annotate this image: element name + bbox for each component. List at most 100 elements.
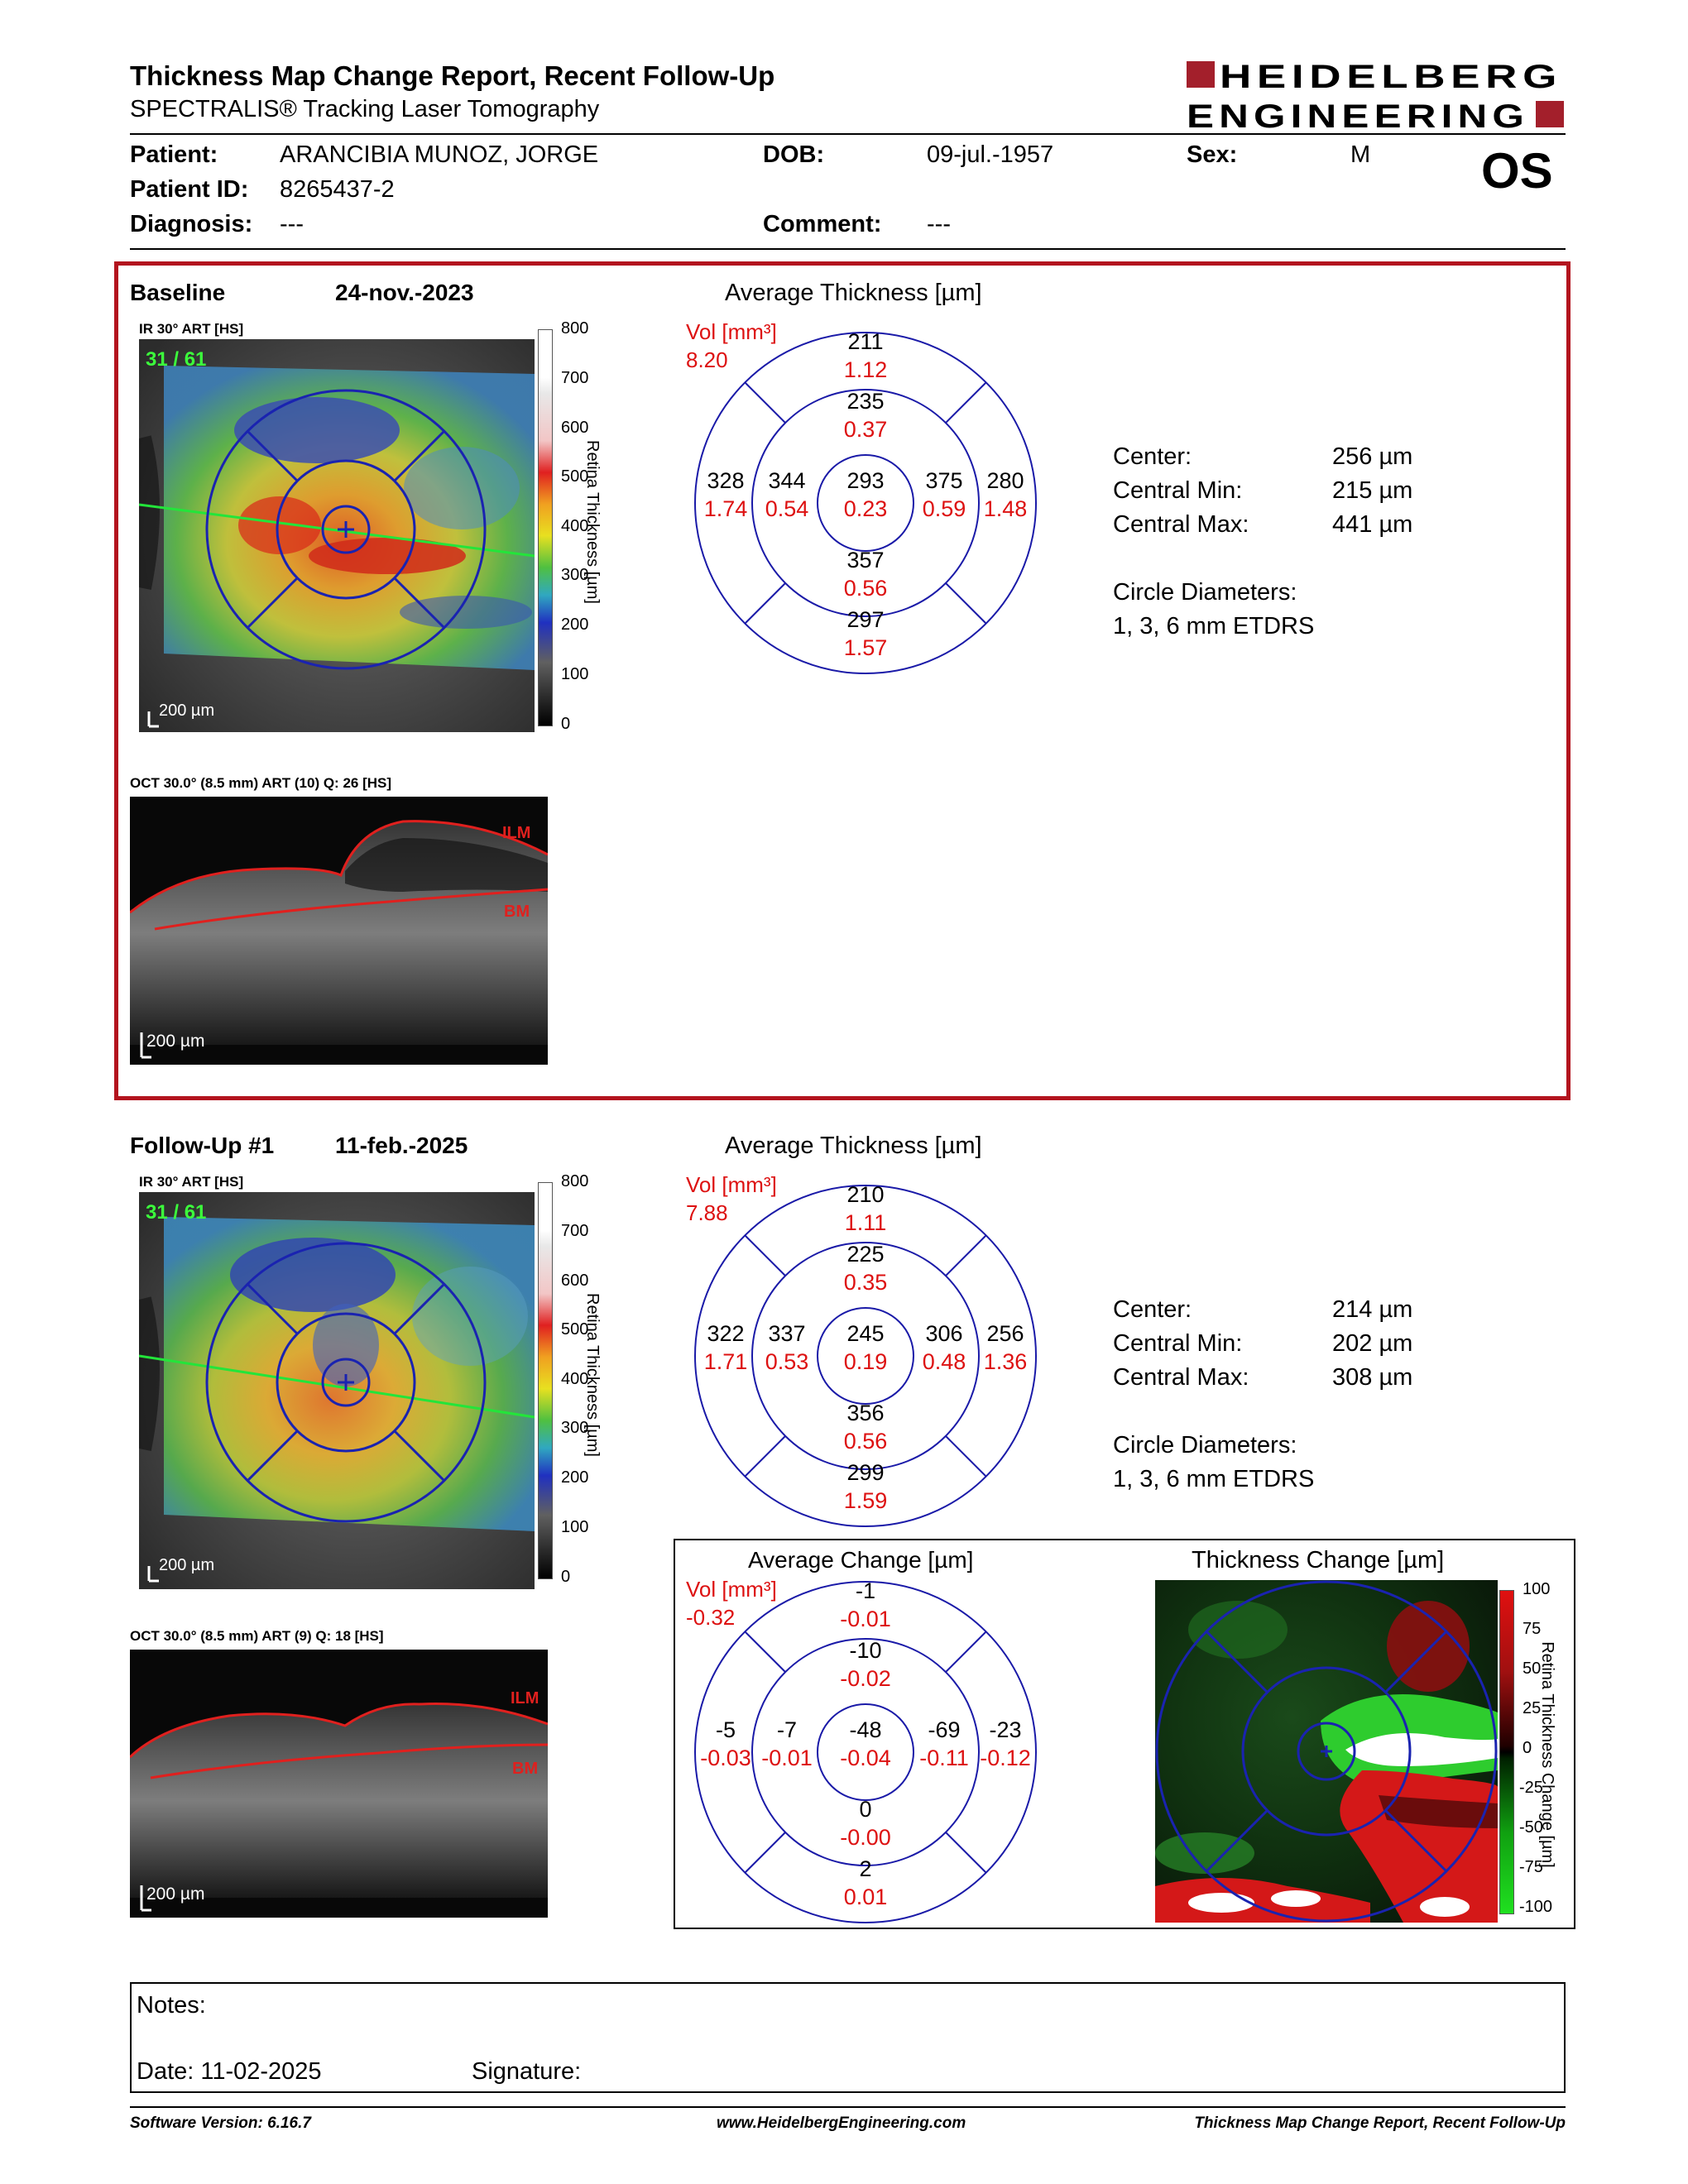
logo-line-1: HEIDELBERG [1220, 59, 1562, 95]
cb-tick: 400 [561, 1370, 589, 1388]
change-tick: 50 [1523, 1660, 1542, 1678]
company-logo: HEIDELBERG ENGINEERING [1185, 58, 1566, 135]
cb-tick: 100 [561, 665, 589, 683]
f-inner-inf-t: 356 [846, 1401, 885, 1425]
dob-value: 09-jul.-1957 [927, 141, 1054, 168]
baseline-bm-label: BM [504, 903, 530, 921]
patient-id-value: 8265437-2 [280, 176, 395, 203]
f-outer-sup-v: 1.11 [844, 1210, 887, 1235]
baseline-oct-scan[interactable]: ILM BM 200 µm [130, 797, 548, 1065]
footer-report-name: Thickness Map Change Report, Recent Foll… [1194, 2115, 1566, 2132]
c-inner-temp-t: -69 [928, 1717, 961, 1742]
change-tick: 100 [1523, 1580, 1551, 1598]
followup-ir-label: IR 30° ART [HS] [139, 1174, 244, 1190]
cb-tick: 600 [561, 1272, 589, 1290]
f-inner-temp-v: 0.48 [922, 1349, 966, 1374]
cb-tick: 400 [561, 517, 589, 535]
patient-id-label: Patient ID: [130, 176, 249, 203]
cb-tick: 100 [561, 1518, 589, 1536]
c-outer-inf-t: 2 [859, 1856, 872, 1881]
c-outer-inf-v: 0.01 [843, 1885, 888, 1909]
followup-ilm-label: ILM [511, 1689, 539, 1707]
b-min-value: 215 µm [1332, 477, 1413, 504]
change-box [674, 1539, 1575, 1929]
b-outer-nas-v: 1.74 [703, 496, 748, 521]
baseline-thickness-map[interactable]: 31 / 61 200 µm [139, 339, 535, 732]
f-inner-sup-v: 0.35 [843, 1270, 888, 1295]
f-outer-inf-v: 1.59 [843, 1488, 888, 1513]
c-inner-inf-v: -0.00 [840, 1825, 891, 1850]
f-diam-value: 1, 3, 6 mm ETDRS [1113, 1466, 1315, 1492]
baseline-frame-counter: 31 / 61 [146, 348, 206, 371]
b-max-label: Central Max: [1113, 511, 1249, 538]
cb-tick: 0 [561, 1568, 571, 1586]
f-center-t: 245 [846, 1321, 885, 1346]
b-outer-sup-t: 211 [847, 329, 884, 354]
report-title: Thickness Map Change Report, Recent Foll… [130, 60, 775, 91]
change-tick: 0 [1523, 1739, 1532, 1757]
c-outer-nas-t: -5 [715, 1717, 736, 1742]
f-inner-temp-t: 306 [925, 1321, 963, 1346]
c-outer-temp-v: -0.12 [980, 1746, 1031, 1770]
f-outer-inf-t: 299 [846, 1460, 885, 1485]
f-outer-sup-t: 210 [846, 1182, 885, 1207]
sex-label: Sex: [1187, 141, 1238, 168]
change-avg-title: Average Change [µm] [748, 1547, 974, 1573]
cb-tick: 0 [561, 715, 571, 733]
f-center-label: Center: [1113, 1296, 1192, 1323]
cb-tick: 300 [561, 1419, 589, 1437]
followup-colorbar [538, 1182, 553, 1579]
notes-box[interactable] [130, 1982, 1566, 2093]
signature-label: Signature: [472, 2058, 582, 2085]
b-center-label: Center: [1113, 443, 1192, 470]
cb-tick: 300 [561, 566, 589, 584]
sex-value: M [1350, 141, 1371, 168]
f-center-value: 214 µm [1332, 1296, 1413, 1323]
patient-name: ARANCIBIA MUNOZ, JORGE [280, 141, 599, 168]
baseline-vol-total: 8.20 [686, 347, 728, 372]
followup-bm-label: BM [512, 1760, 538, 1778]
baseline-date: 24-nov.-2023 [335, 280, 474, 305]
f-outer-temp-v: 1.36 [983, 1349, 1028, 1374]
baseline-avg-title: Average Thickness [µm] [725, 280, 982, 306]
b-outer-nas-t: 328 [707, 468, 745, 493]
c-inner-sup-t: -10 [849, 1638, 882, 1663]
baseline-ilm-label: ILM [502, 824, 530, 842]
c-inner-temp-v: -0.11 [919, 1746, 969, 1770]
change-tick: 25 [1523, 1699, 1542, 1717]
c-inner-nas-t: -7 [776, 1717, 797, 1742]
b-outer-inf-t: 297 [846, 607, 885, 632]
b-max-value: 441 µm [1332, 511, 1413, 538]
change-colorbar-label: Retina Thickness Change [µm] [1538, 1641, 1556, 1868]
followup-label: Follow-Up #1 [130, 1133, 275, 1158]
c-center-v: -0.04 [840, 1746, 891, 1770]
b-inner-nas-t: 344 [768, 468, 806, 493]
b-outer-sup-v: 1.12 [843, 357, 888, 382]
change-tick: -100 [1519, 1898, 1553, 1916]
dob-label: DOB: [763, 141, 825, 168]
b-diam-value: 1, 3, 6 mm ETDRS [1113, 613, 1315, 639]
cb-tick: 500 [561, 1320, 589, 1339]
change-vol-total: -0.32 [686, 1605, 736, 1630]
b-min-label: Central Min: [1113, 477, 1243, 504]
cb-tick: 700 [561, 1222, 589, 1240]
followup-thickness-map[interactable]: 31 / 61 200 µm [139, 1192, 535, 1589]
b-center-v: 0.23 [843, 496, 888, 521]
f-inner-sup-t: 225 [846, 1242, 885, 1267]
followup-oct-scan[interactable]: ILM BM 200 µm [130, 1650, 548, 1918]
b-inner-sup-v: 0.37 [843, 417, 888, 442]
followup-etdrs-grid [692, 1182, 1039, 1530]
cb-tick: 200 [561, 1468, 589, 1487]
f-max-label: Central Max: [1113, 1364, 1249, 1391]
change-etdrs-grid [692, 1578, 1039, 1926]
f-outer-nas-t: 322 [707, 1321, 745, 1346]
change-tick: -75 [1519, 1858, 1543, 1876]
change-vol-label: Vol [mm³] [686, 1577, 777, 1602]
baseline-colorbar [538, 329, 553, 726]
logo-line-2: ENGINEERING [1187, 98, 1529, 132]
change-map-title: Thickness Change [µm] [1192, 1547, 1445, 1573]
thickness-change-map[interactable] [1155, 1580, 1498, 1923]
baseline-colorbar-label: Retina Thickness [µm] [583, 440, 602, 604]
footer-website[interactable]: www.HeidelbergEngineering.com [717, 2115, 966, 2132]
b-inner-sup-t: 235 [846, 389, 885, 414]
